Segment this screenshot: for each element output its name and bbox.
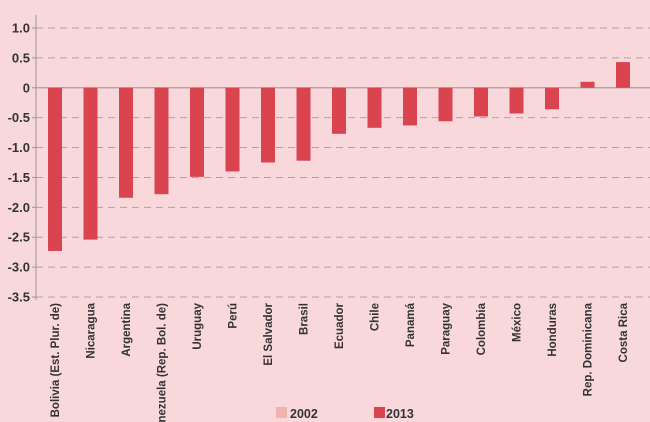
y-tick-label: 0 — [23, 80, 30, 95]
x-category-label: Venezuela (Rep. Bol. de) — [157, 303, 169, 422]
x-category-label: Costa Rica — [618, 302, 630, 362]
x-category-label: Colombia — [476, 302, 488, 355]
x-category-label: Rep. Dominicana — [583, 302, 595, 396]
bar-2013 — [403, 87, 417, 126]
x-category-label: Bolivia (Est. Plur. de) — [50, 303, 62, 418]
legend-label-2013: 2013 — [386, 407, 414, 421]
bar-2013 — [296, 87, 311, 161]
bar-2013 — [474, 87, 488, 117]
bar-2013 — [190, 87, 204, 177]
bars — [48, 62, 630, 251]
y-tick-label: -1.0 — [8, 140, 30, 155]
bar-2013 — [438, 87, 453, 122]
y-tick-label: -3.5 — [8, 290, 30, 305]
y-tick-label: 0.5 — [12, 50, 30, 65]
x-category-label: Nicaragua — [86, 302, 98, 358]
x-category-label: Perú — [228, 303, 240, 329]
bar-2013 — [545, 87, 559, 110]
x-category-label: Uruguay — [192, 302, 204, 349]
x-category-label: El Salvador — [263, 302, 275, 365]
x-category-label: Chile — [370, 303, 382, 331]
x-category-label: Ecuador — [334, 302, 346, 349]
legend-swatch-2002 — [276, 407, 287, 418]
bar-2013 — [261, 87, 275, 163]
y-tick-label: -2.5 — [8, 230, 30, 245]
x-axis-labels: Bolivia (Est. Plur. de) Nicaragua Argentin… — [50, 302, 630, 422]
bar-2013 — [509, 87, 524, 114]
y-tick-label: 1.0 — [12, 21, 30, 36]
legend: 2002 2013 — [276, 407, 414, 421]
y-tick-label: -2.0 — [8, 200, 30, 215]
bar-2013 — [119, 87, 133, 198]
bar-2013 — [48, 87, 62, 251]
x-category-label: México — [512, 303, 524, 342]
bar-2013 — [154, 87, 169, 195]
legend-swatch-2013 — [374, 407, 385, 418]
legend-label-2002: 2002 — [290, 407, 318, 421]
bar-2013 — [367, 87, 382, 128]
y-tick-label: -3.0 — [8, 260, 30, 275]
x-category-label: Panamá — [405, 302, 417, 347]
bar-2013 — [83, 87, 98, 240]
x-category-label: Brasil — [299, 303, 311, 335]
x-category-label: Paraguay — [441, 302, 453, 354]
bar-2013 — [580, 81, 595, 88]
x-category-label: Honduras — [547, 303, 559, 357]
bar-2013 — [332, 87, 346, 134]
bar-2013 — [225, 87, 240, 172]
y-tick-label: -1.5 — [8, 170, 30, 185]
y-axis-ticks: 1.0 0.5 0 -0.5 -1.0 -1.5 -2.0 -2.5 -3.0 -3.5 — [8, 21, 36, 305]
x-category-label: Argentina — [121, 302, 133, 356]
bar-2013 — [616, 62, 630, 88]
y-tick-label: -0.5 — [8, 110, 30, 125]
